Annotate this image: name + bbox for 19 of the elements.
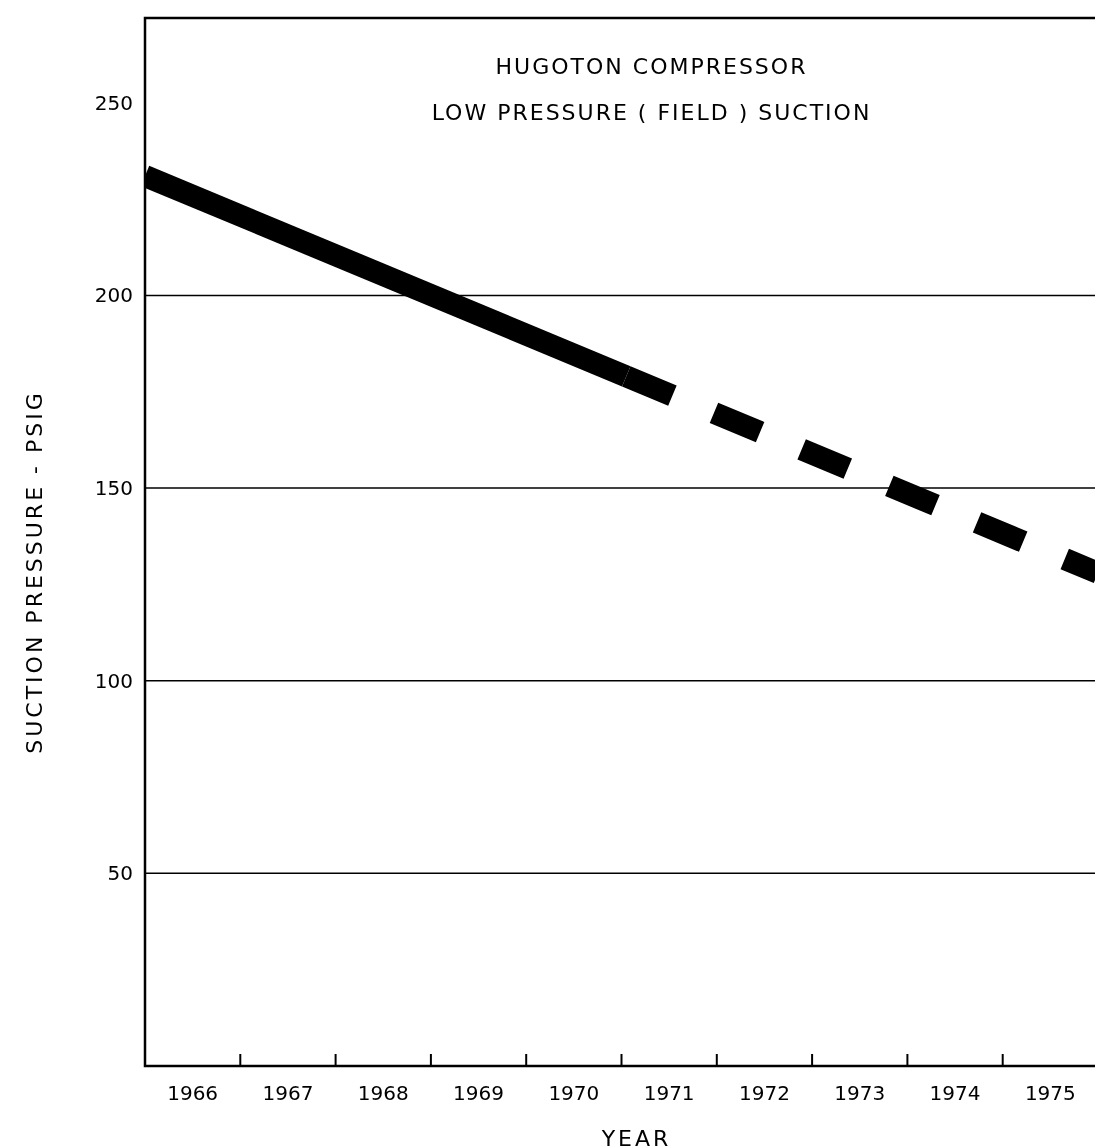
y-tick-label: 50	[107, 861, 133, 886]
y-axis-title: SUCTION PRESSURE - PSIG	[22, 390, 47, 754]
y-tick-label: 150	[94, 476, 133, 501]
x-tick-label: 1967	[262, 1081, 314, 1105]
x-tick-label: 1968	[357, 1081, 409, 1105]
y-tick-label: 250	[94, 90, 133, 115]
x-tick-label: 1970	[548, 1081, 600, 1105]
text: LOW PRESSURE ( FIELD ) SUCTION	[431, 100, 872, 125]
x-tick-label: 1975	[1024, 1081, 1076, 1105]
y-tick-label: 100	[94, 668, 133, 693]
x-tick-label: 1971	[643, 1081, 695, 1105]
x-axis-title: YEAR	[600, 1126, 672, 1147]
x-tick-label: 1974	[929, 1081, 981, 1105]
x-tick-label: 1966	[167, 1081, 219, 1105]
x-tick-label: 1969	[453, 1081, 504, 1105]
text: HUGOTON COMPRESSOR	[495, 54, 808, 79]
x-tick-label: 1972	[739, 1081, 790, 1105]
y-tick-label: 200	[94, 283, 133, 308]
x-tick-label: 1973	[834, 1081, 886, 1105]
